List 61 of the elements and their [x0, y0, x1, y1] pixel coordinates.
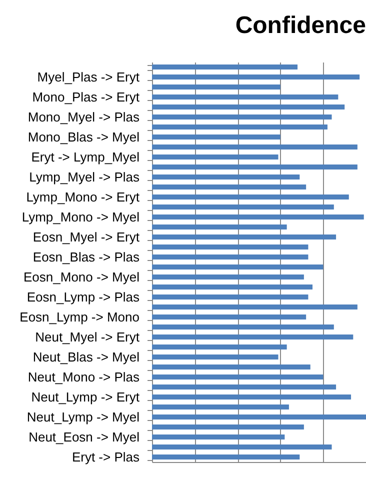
bar: [152, 74, 360, 80]
bar: [152, 454, 300, 460]
bar: [152, 254, 308, 260]
bar: [152, 84, 280, 90]
bar: [152, 344, 287, 350]
bar: [152, 94, 338, 100]
bar: [152, 284, 312, 290]
chart-title: Confidence: [235, 12, 366, 39]
y-tick-label: Neut_Lymp -> Eryt: [31, 390, 140, 404]
bar: [152, 374, 324, 380]
y-tick-label: Mono_Blas -> Myel: [28, 130, 140, 144]
bar: [152, 164, 358, 170]
bar: [152, 384, 336, 390]
bar: [152, 224, 287, 230]
bar: [152, 154, 278, 160]
y-tick-label: Eosn_Lymp -> Mono: [20, 310, 140, 324]
y-tick-label: Neut_Blas -> Myel: [32, 350, 140, 364]
y-tick-label: Eryt -> Lymp_Myel: [31, 150, 140, 164]
y-tick-label: Myel_Plas -> Eryt: [37, 70, 140, 84]
bar: [152, 324, 334, 330]
y-tick-label: Lymp_Mono -> Eryt: [26, 190, 140, 204]
bar: [152, 334, 354, 340]
bar: [152, 294, 308, 300]
bar: [152, 264, 324, 270]
bar: [152, 214, 364, 220]
bar: [152, 414, 366, 420]
y-tick-label: Mono_Myel -> Plas: [28, 110, 140, 124]
y-tick-label: Mono_Plas -> Eryt: [32, 90, 140, 104]
bar: [152, 194, 349, 200]
bar: [152, 234, 336, 240]
bar: [152, 354, 278, 360]
bar: [152, 244, 308, 250]
bar: [152, 434, 285, 440]
bar: [152, 204, 334, 210]
bar: [152, 114, 332, 120]
bar: [152, 394, 352, 400]
y-tick-label: Neut_Mono -> Plas: [28, 370, 140, 384]
y-tick-label: Eosn_Lymp -> Plas: [26, 290, 140, 304]
y-tick-label: Neut_Eosn -> Myel: [28, 430, 140, 444]
bar: [152, 404, 289, 410]
bar: [152, 134, 280, 140]
y-tick-label: Lymp_Mono -> Myel: [22, 210, 140, 224]
bar: [152, 314, 306, 320]
bar: [152, 364, 310, 370]
bar: [152, 104, 345, 110]
bar: [152, 144, 358, 150]
y-tick-label: Eryt -> Plas: [72, 450, 140, 464]
y-tick-label: Lymp_Myel -> Plas: [29, 170, 140, 184]
y-tick-label: Eosn_Blas -> Plas: [32, 250, 140, 264]
bar: [152, 274, 304, 280]
bar: [152, 64, 298, 70]
bar: [152, 124, 328, 130]
bar: [152, 424, 304, 430]
y-tick-label: Neut_Myel -> Eryt: [35, 330, 140, 344]
y-tick-label: Eosn_Myel -> Eryt: [32, 230, 140, 244]
y-tick-label: Eosn_Mono -> Myel: [24, 270, 140, 284]
y-tick-label: Neut_Lymp -> Myel: [26, 410, 140, 424]
bar: [152, 444, 332, 450]
bar: [152, 304, 358, 310]
bar: [152, 174, 300, 180]
bar: [152, 184, 306, 190]
